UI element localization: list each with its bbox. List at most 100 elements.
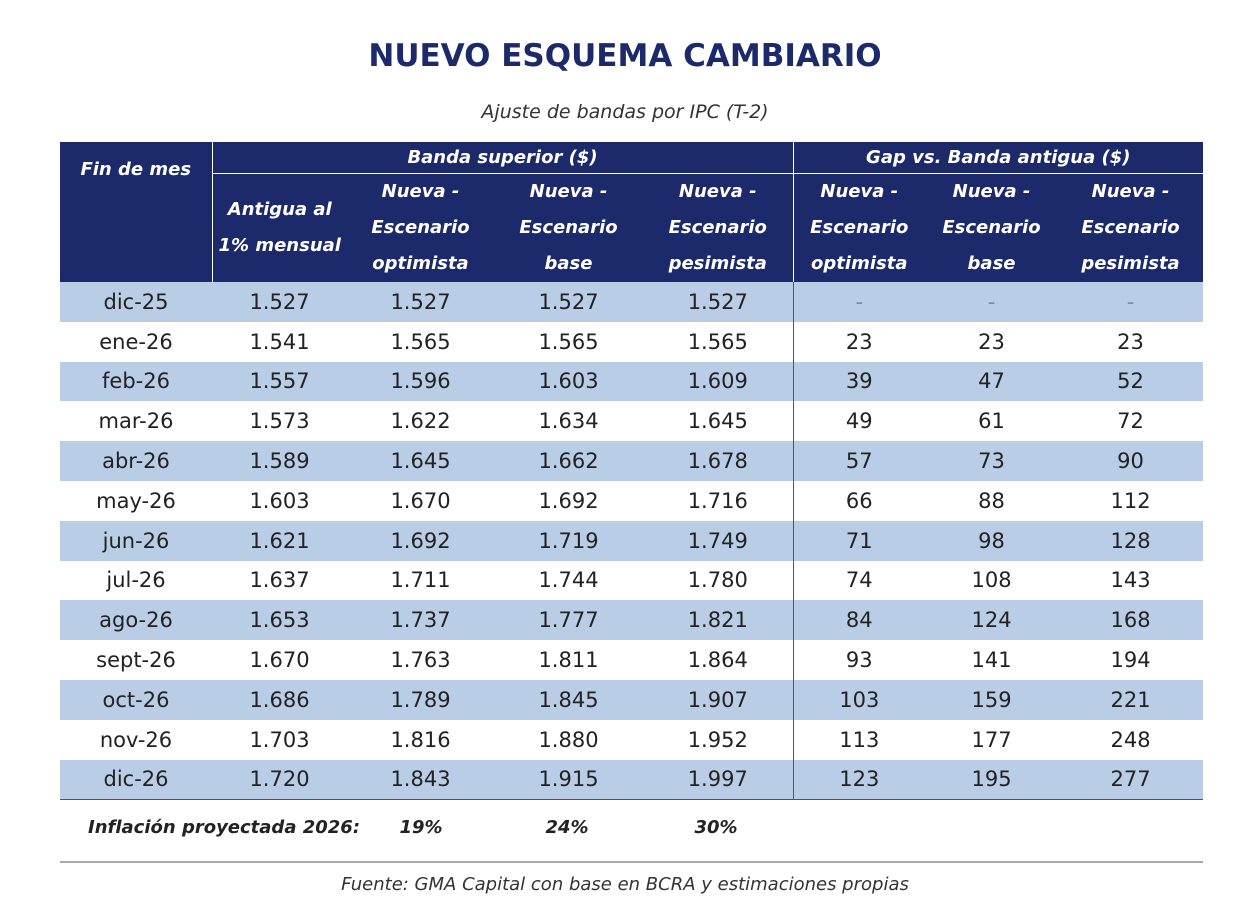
cell: 1.527 [347,282,494,322]
cell: 177 [971,727,1012,752]
cell: 1.997 [643,759,794,801]
cell: 1.952 [687,727,748,752]
group-header: Gap vs. Banda antigua ($) [792,142,1204,174]
cell: - [1058,282,1204,322]
cell: 1.711 [390,568,451,593]
inflation-value: 19% [399,817,443,838]
table-row: sept-26 1.670 1.763 1.811 1.864 93 141 194 [60,640,1203,680]
table-row: mar-26 1.573 1.622 1.634 1.645 49 61 72 [60,401,1203,442]
cell: 108 [971,568,1012,593]
cell: 1.589 [212,441,347,481]
cell: 123 [792,759,926,801]
cell: 1.541 [249,329,310,354]
column-header: Nueva - Escenario pesimista [643,173,794,282]
table-row: dic-26 1.720 1.843 1.915 1.997 123 195 277 [60,759,1204,801]
cell: 1.596 [347,361,494,402]
group-header: Banda superior ($) [211,142,794,174]
cell: 1.603 [494,361,643,402]
cell: 143 [1110,568,1151,593]
cell: 112 [1110,488,1151,513]
cell: 1.737 [347,600,494,641]
cell: 1.603 [249,488,310,513]
cell: 159 [925,679,1059,720]
table-head: Fin de mes Banda superior ($) Gap vs. Ba… [60,142,1204,282]
cell: 1.816 [390,727,451,752]
cell: 1.565 [538,329,599,354]
cell: 1.565 [687,329,748,354]
cell: 103 [792,679,926,720]
cell: 277 [1058,759,1204,801]
cell: 1.744 [538,568,599,593]
table-body: dic-25 1.527 1.527 1.527 1.527- - - ene-26 1.541… [60,282,1204,801]
inflation-label: Inflación proyectada 2026: [88,817,361,838]
row-label: jun-26 [60,520,212,561]
cell: 113 [792,719,926,760]
cell: 1.777 [494,600,643,641]
table-row: ene-26 1.541 1.565 1.565 1.565 23 23 23 [60,321,1203,362]
cell: 1.527 [212,282,347,322]
cell: 168 [1058,600,1204,641]
cell: 1.821 [643,600,794,641]
cell: 84 [792,600,926,641]
cell: 1.811 [538,648,599,673]
cell: 1.720 [212,759,347,801]
cell: 1.915 [494,759,643,801]
cell: 1.692 [538,488,599,513]
table-row: may-26 1.603 1.670 1.692 1.716 66 88 112 [60,480,1203,521]
cell: 1.845 [494,679,643,720]
cell: 195 [925,759,1059,801]
row-header: Fin de mes [60,142,212,282]
table-row: nov-26 1.703 1.816 1.880 1.952 113 177 248 [60,719,1203,760]
table-row: feb-26 1.557 1.596 1.603 1.609 39 47 52 [60,361,1204,402]
cell: 66 [792,480,926,521]
cell: 1.763 [390,648,451,673]
column-header: Nueva - Escenario base [925,173,1059,282]
cell: 1.565 [390,329,451,354]
cell: 1.637 [249,568,310,593]
table-row: jun-26 1.621 1.692 1.719 1.749 71 98 128 [60,520,1204,561]
cell: 124 [925,600,1059,641]
column-header: Nueva - Escenario optimista [347,173,494,282]
cell: 71 [792,520,926,561]
cell: 88 [978,488,1005,513]
cell: 221 [1058,679,1204,720]
cell: 57 [792,441,926,481]
cell: 73 [925,441,1059,481]
row-label: abr-26 [60,441,212,481]
row-label: jul-26 [106,568,166,593]
cell: 61 [978,409,1005,434]
cell: - [792,282,926,322]
cell: 93 [792,640,926,680]
row-label: nov-26 [99,727,173,752]
cell: 23 [978,329,1005,354]
column-header: Nueva - Escenario pesimista [1058,173,1204,282]
row-label: mar-26 [98,409,174,434]
row-label: may-26 [96,488,176,513]
cell: 1.686 [212,679,347,720]
cell: 39 [792,361,926,402]
cell: 128 [1058,520,1204,561]
cell: 1.864 [687,648,748,673]
cell: 1.645 [687,409,748,434]
cell: 49 [792,401,926,442]
title: NUEVO ESQUEMA CAMBIARIO [368,38,882,74]
cell: 1.670 [249,648,310,673]
cell: 1.557 [212,361,347,402]
cell: - [925,282,1059,322]
cell: 1.678 [643,441,794,481]
divider [60,861,1203,863]
table-row: dic-25 1.527 1.527 1.527 1.527- - - [60,282,1204,322]
cell: 1.880 [538,727,599,752]
cell: 1.843 [347,759,494,801]
row-label: dic-25 [60,282,212,322]
cell: 72 [1117,409,1144,434]
column-header: Nueva - Escenario base [494,173,643,282]
cell: 1.662 [494,441,643,481]
cell: 90 [1058,441,1204,481]
table-row: abr-26 1.589 1.645 1.662 1.678 57 73 90 [60,441,1204,481]
row-label: sept-26 [96,648,176,673]
cell: 74 [792,560,926,601]
data-table: Fin de mes Banda superior ($) Gap vs. Ba… [60,142,1204,801]
subtitle: Ajuste de bandas por IPC (T-2) [481,101,769,123]
